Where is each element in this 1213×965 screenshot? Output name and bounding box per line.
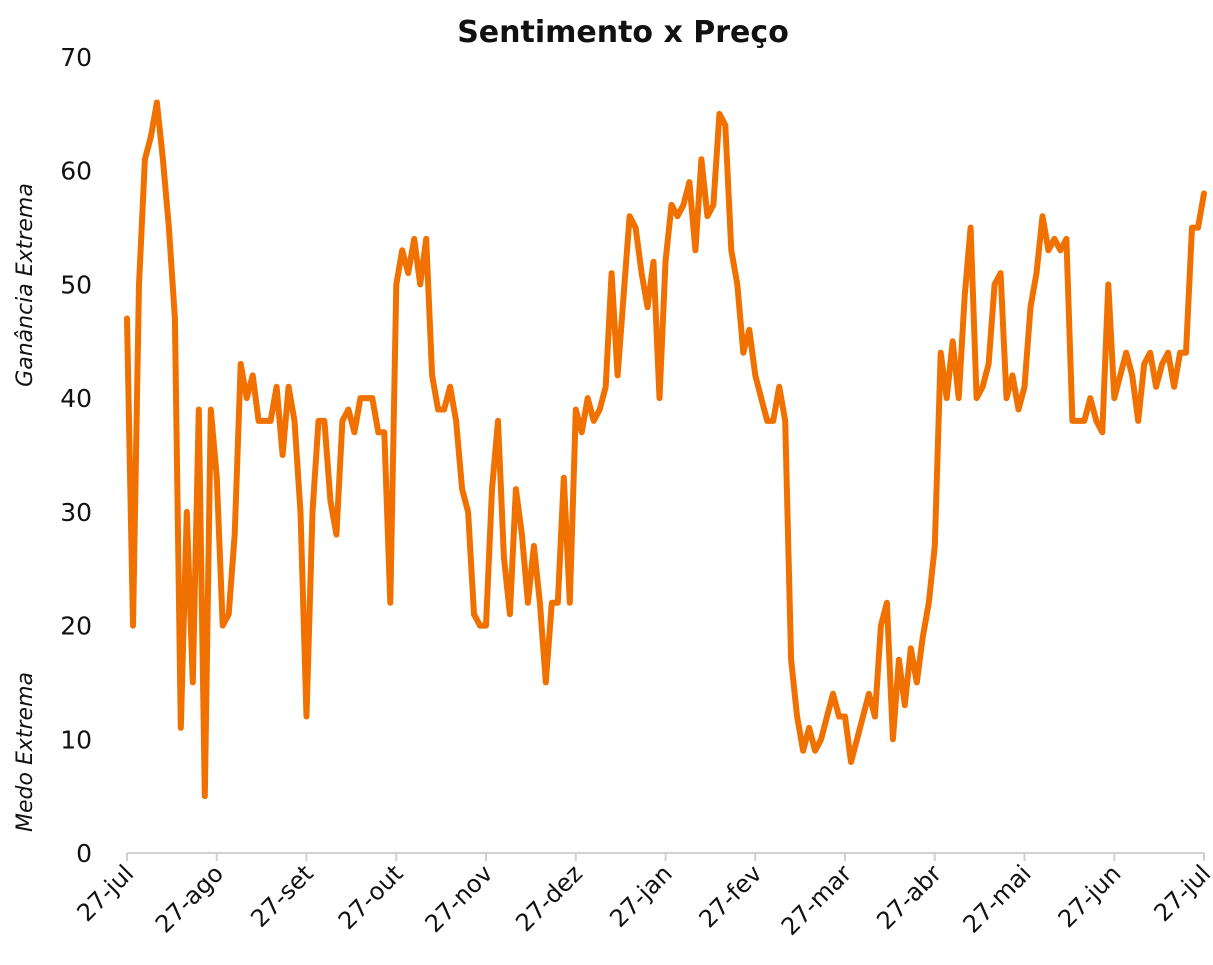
chart-title: Sentimento x Preço xyxy=(457,15,789,50)
y-tick-label: 50 xyxy=(60,270,92,299)
y-annotation: Ganância Extrema xyxy=(13,183,38,387)
y-tick-label: 70 xyxy=(60,43,92,72)
x-tick-label: 27-out xyxy=(333,859,409,935)
y-tick-label: 40 xyxy=(60,384,92,413)
x-tick-label: 27-fev xyxy=(694,859,768,933)
y-annotation: Medo Extrema xyxy=(13,672,38,832)
x-tick-label: 27-nov xyxy=(420,859,499,938)
x-tick-label: 27-jun xyxy=(1053,859,1127,933)
x-tick-label: 27-jan xyxy=(604,859,677,932)
x-tick-label: 27-ago xyxy=(150,859,229,938)
y-tick-label: 30 xyxy=(60,498,92,527)
x-tick-label: 27-jul xyxy=(1149,859,1213,927)
y-tick-label: 0 xyxy=(76,839,92,868)
line-series xyxy=(124,99,1207,800)
y-tick-label: 10 xyxy=(60,725,92,754)
x-tick-label: 27-jul xyxy=(72,859,140,927)
x-tick-label: 27-abr xyxy=(871,859,947,935)
x-tick-label: 27-set xyxy=(245,859,318,932)
x-tick-label: 27-mai xyxy=(958,859,1037,938)
y-tick-label: 60 xyxy=(60,157,92,186)
x-tick-label: 27-dez xyxy=(510,859,588,937)
x-tick-label: 27-mar xyxy=(776,859,858,941)
y-tick-label: 20 xyxy=(60,612,92,641)
